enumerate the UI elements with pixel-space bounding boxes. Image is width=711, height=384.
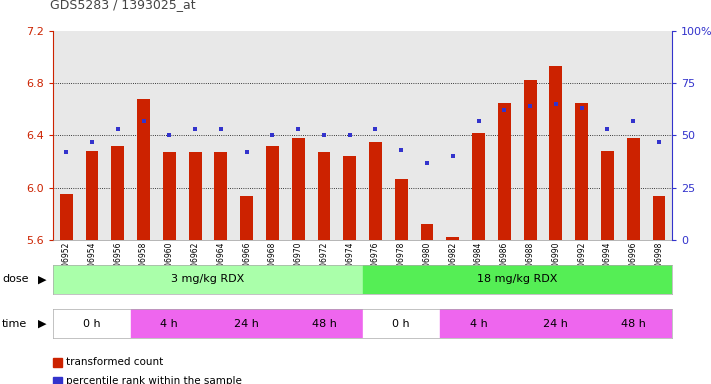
- Bar: [472, 133, 485, 240]
- Bar: [163, 152, 176, 240]
- Bar: [131, 309, 208, 338]
- Bar: [363, 309, 440, 338]
- Text: 48 h: 48 h: [311, 318, 336, 329]
- Bar: [60, 194, 73, 240]
- Bar: [215, 152, 228, 240]
- Bar: [53, 265, 363, 294]
- Text: 0 h: 0 h: [392, 318, 410, 329]
- Bar: [318, 152, 331, 240]
- Bar: [524, 80, 537, 240]
- Text: GDS5283 / 1393025_at: GDS5283 / 1393025_at: [50, 0, 196, 12]
- Text: 48 h: 48 h: [621, 318, 646, 329]
- Bar: [266, 146, 279, 240]
- Bar: [363, 265, 672, 294]
- Bar: [188, 152, 201, 240]
- Bar: [53, 309, 131, 338]
- Text: ▶: ▶: [38, 318, 46, 329]
- Text: 4 h: 4 h: [161, 318, 178, 329]
- Text: 24 h: 24 h: [234, 318, 259, 329]
- Text: 0 h: 0 h: [83, 318, 101, 329]
- Bar: [601, 151, 614, 240]
- Text: transformed count: transformed count: [66, 358, 164, 367]
- Bar: [594, 309, 672, 338]
- Text: 4 h: 4 h: [470, 318, 488, 329]
- Bar: [627, 138, 640, 240]
- Bar: [240, 195, 253, 240]
- Text: 24 h: 24 h: [543, 318, 568, 329]
- Text: dose: dose: [2, 274, 28, 285]
- Bar: [112, 146, 124, 240]
- Bar: [653, 195, 665, 240]
- Bar: [137, 99, 150, 240]
- Text: 18 mg/kg RDX: 18 mg/kg RDX: [477, 274, 557, 285]
- Bar: [369, 142, 382, 240]
- Bar: [550, 66, 562, 240]
- Bar: [292, 138, 304, 240]
- Bar: [285, 309, 363, 338]
- Bar: [447, 237, 459, 240]
- Bar: [498, 103, 510, 240]
- Bar: [575, 103, 588, 240]
- Text: percentile rank within the sample: percentile rank within the sample: [66, 376, 242, 384]
- Text: 3 mg/kg RDX: 3 mg/kg RDX: [171, 274, 245, 285]
- Bar: [517, 309, 594, 338]
- Bar: [208, 309, 285, 338]
- Text: ▶: ▶: [38, 274, 46, 285]
- Bar: [395, 179, 407, 240]
- Text: time: time: [2, 318, 28, 329]
- Bar: [85, 151, 98, 240]
- Bar: [421, 224, 434, 240]
- Bar: [343, 156, 356, 240]
- Bar: [440, 309, 517, 338]
